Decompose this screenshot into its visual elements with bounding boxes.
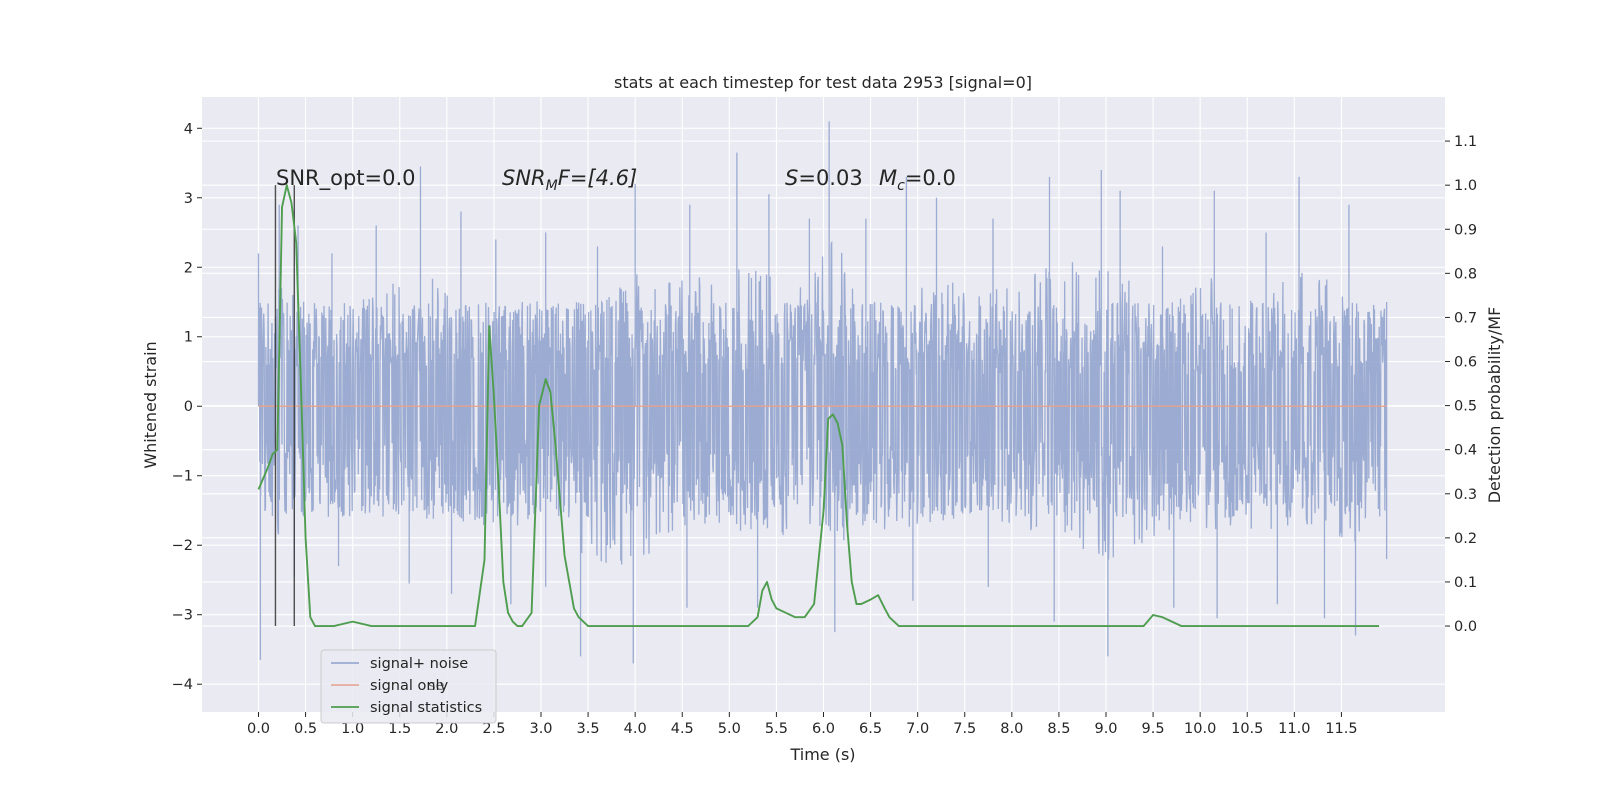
tick-layer: 0.0 0.5 1.0 1.5 2.0 2.5 3.0 3.5 4.0 4.5 5.0 5.5 6.0 6… — [172, 121, 1477, 737]
y-right-tick-label-2: 0.9 — [1454, 222, 1477, 238]
legend-ghost-label: se — [428, 678, 445, 694]
y-right-tick-label-8: 0.3 — [1454, 487, 1477, 503]
annotation-snr-mf: SNRMF=[4.6] — [502, 166, 637, 194]
x-tick-label-2: 1.0 — [341, 721, 364, 737]
x-tick-label-5: 2.5 — [482, 721, 505, 737]
y-right-tick-label-11: 0.0 — [1454, 619, 1477, 635]
y-axis-title-left: Whitened strain — [141, 341, 160, 468]
y-right-tick-label-4: 0.7 — [1454, 310, 1477, 326]
x-tick-label-21: 10.5 — [1231, 721, 1263, 737]
series-signal-plus-noise — [257, 121, 1388, 664]
x-tick-label-4: 2.0 — [435, 721, 458, 737]
x-tick-label-22: 11.0 — [1278, 721, 1310, 737]
annotation-s-value: =0.03 — [798, 166, 862, 190]
legend-label-signal: signal only — [370, 678, 449, 694]
y-left-tick-label-5: −1 — [172, 469, 193, 485]
y-left-tick-label-1: 3 — [184, 191, 193, 207]
y-right-tick-label-1: 1.0 — [1454, 178, 1477, 194]
x-tick-label-15: 7.5 — [953, 721, 976, 737]
x-tick-label-3: 1.5 — [388, 721, 411, 737]
y-right-tick-label-10: 0.1 — [1454, 575, 1477, 591]
noise-series-layer — [257, 121, 1388, 664]
x-tick-label-6: 3.0 — [529, 721, 552, 737]
series-signal-statistics — [257, 184, 1380, 627]
y-right-tick-label-3: 0.8 — [1454, 266, 1477, 282]
x-tick-label-13: 6.5 — [859, 721, 882, 737]
y-right-tick-label-9: 0.2 — [1454, 531, 1477, 547]
y-left-tick-label-0: 4 — [184, 121, 193, 137]
x-tick-label-8: 4.0 — [624, 721, 647, 737]
x-tick-label-1: 0.5 — [294, 721, 317, 737]
x-tick-label-20: 10.0 — [1184, 721, 1216, 737]
annotation-mc-value: =0.0 — [905, 166, 956, 190]
annotation-s: S=0.03 — [785, 166, 863, 190]
y-left-tick-label-2: 2 — [184, 260, 193, 276]
x-tick-label-14: 7.0 — [906, 721, 929, 737]
annotation-mc-subscript: c — [897, 178, 905, 194]
legend-label-noise: signal+ noise — [370, 656, 468, 672]
vertical-marker-layer — [274, 185, 295, 627]
y-axis-title-right: Detection probability/MF — [1485, 307, 1504, 504]
annotation-s-symbol: S — [785, 166, 798, 190]
annotation-snr-mf-subscript: M — [546, 178, 558, 194]
x-tick-label-17: 8.5 — [1047, 721, 1070, 737]
x-tick-label-10: 5.0 — [718, 721, 741, 737]
legend-box — [320, 649, 497, 724]
chart-title: stats at each timestep for test data 295… — [614, 73, 1032, 92]
x-tick-label-18: 9.0 — [1094, 721, 1117, 737]
x-axis-title: Time (s) — [789, 745, 855, 764]
y-left-tick-label-8: −4 — [172, 677, 193, 693]
x-tick-label-12: 6.0 — [812, 721, 835, 737]
y-right-tick-label-0: 1.1 — [1454, 134, 1477, 150]
annotation-mc: Mc=0.0 — [879, 166, 956, 194]
annotation-snr-mf-symbol: SNR — [502, 166, 546, 190]
legend-label-stats: signal statistics — [370, 700, 482, 716]
statistics-series-layer — [257, 184, 1380, 627]
annotation-mc-symbol: M — [879, 166, 897, 190]
legend: signal+ noise se signal only signal stat… — [320, 649, 497, 724]
x-tick-label-0: 0.0 — [247, 721, 270, 737]
y-left-tick-label-3: 1 — [184, 330, 193, 346]
x-tick-label-16: 8.0 — [1000, 721, 1023, 737]
annotation-snr-opt: SNR_opt=0.0 — [276, 166, 416, 191]
y-left-tick-label-6: −2 — [172, 538, 193, 554]
y-right-tick-label-6: 0.5 — [1454, 399, 1477, 415]
x-tick-label-9: 4.5 — [671, 721, 694, 737]
annotation-snr-mf-value: F=[4.6] — [558, 166, 637, 190]
x-tick-label-19: 9.5 — [1142, 721, 1165, 737]
x-tick-label-23: 11.5 — [1325, 721, 1357, 737]
x-tick-label-11: 5.5 — [765, 721, 788, 737]
x-tick-label-7: 3.5 — [577, 721, 600, 737]
y-left-tick-label-7: −3 — [172, 608, 193, 624]
y-right-tick-label-7: 0.4 — [1454, 443, 1477, 459]
y-left-tick-label-4: 0 — [184, 399, 193, 415]
y-right-tick-label-5: 0.6 — [1454, 355, 1477, 371]
